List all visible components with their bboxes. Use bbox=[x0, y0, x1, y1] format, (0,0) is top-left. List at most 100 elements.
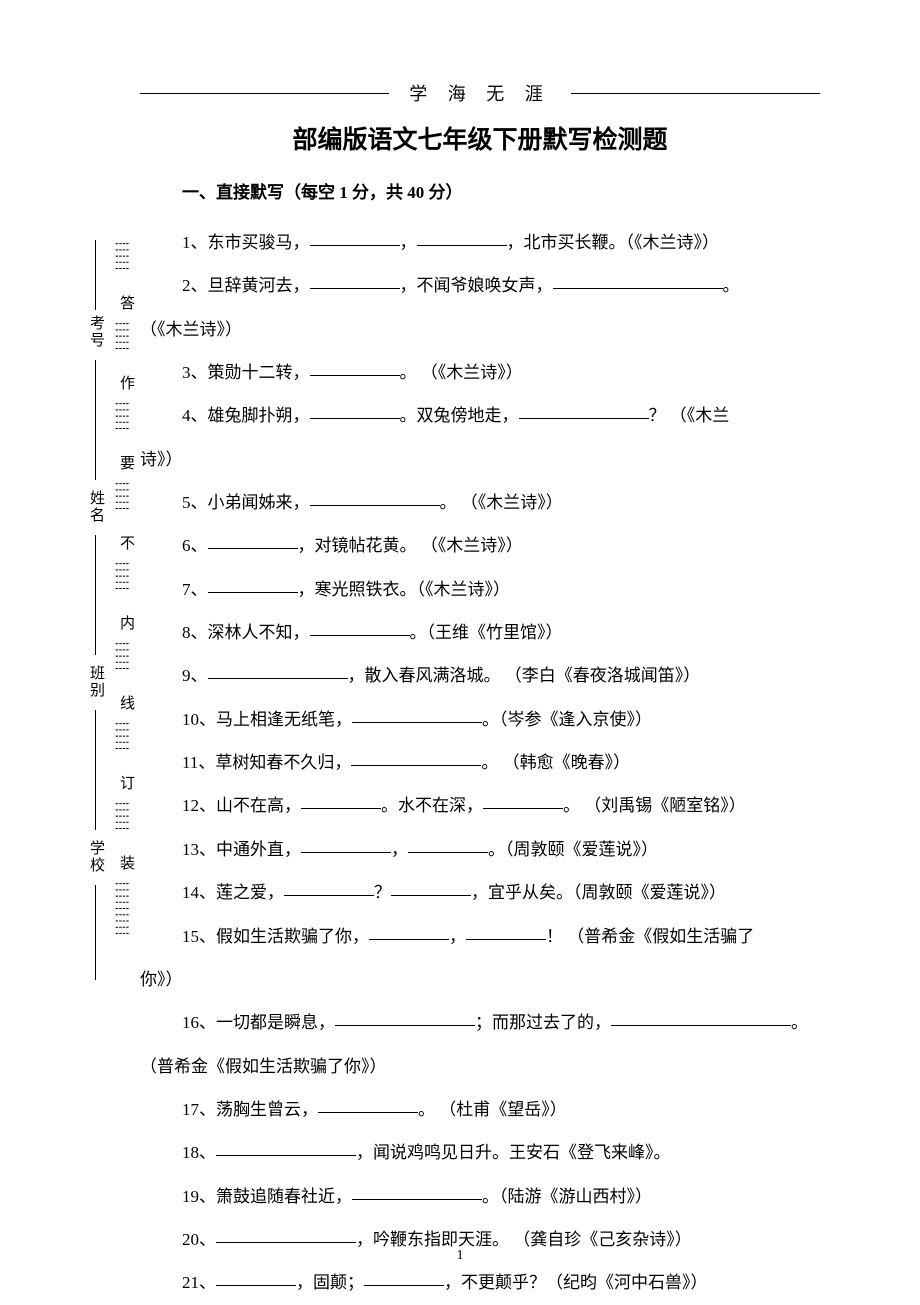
binding-label: 作 bbox=[116, 375, 137, 392]
question-4-wrap: 诗》） bbox=[140, 438, 820, 481]
question-8: 8、深林人不知， 。（王维《竹里馆》） bbox=[140, 611, 820, 654]
binding-underline bbox=[95, 885, 96, 980]
binding-label: 答 bbox=[116, 295, 137, 312]
q-text: 。 （刘禹锡《陋室铭》） bbox=[563, 796, 746, 815]
binding-underline bbox=[95, 710, 96, 830]
q-text: 21、 bbox=[182, 1273, 216, 1292]
q-text: 15、假如生活欺骗了你， bbox=[182, 927, 369, 946]
q-text: 18、 bbox=[182, 1143, 216, 1162]
blank bbox=[310, 358, 400, 376]
q-text: 14、莲之爱， bbox=[182, 883, 284, 902]
q-text: ，宜乎从矣。（周敦颐《爱莲说》） bbox=[471, 883, 726, 902]
question-7: 7、 ，寒光照铁衣。（《木兰诗》） bbox=[140, 568, 820, 611]
blank bbox=[310, 618, 410, 636]
blank bbox=[519, 401, 649, 419]
blank bbox=[208, 575, 298, 593]
q-text: 10、马上相逢无纸笔， bbox=[182, 710, 352, 729]
blank bbox=[611, 1008, 791, 1026]
blank bbox=[216, 1268, 296, 1286]
blank bbox=[369, 922, 449, 940]
q-text: 。双兔傍地走， bbox=[400, 406, 519, 425]
q-text: 。 bbox=[791, 1013, 808, 1032]
q-text: 。 （杜甫《望岳》） bbox=[418, 1100, 567, 1119]
dotted-segment: ┊┊┊┊┊ bbox=[116, 720, 128, 751]
binding-underline bbox=[95, 360, 96, 480]
blank bbox=[483, 791, 563, 809]
binding-label: 订 bbox=[116, 775, 137, 792]
q-text: ，寒光照铁衣。（《木兰诗》） bbox=[298, 580, 511, 599]
question-21: 21、，固颠；，不更颠乎？（纪昀《河中石兽》） bbox=[140, 1261, 820, 1304]
blank bbox=[216, 1225, 356, 1243]
q-text: 。 bbox=[723, 276, 740, 295]
blank bbox=[310, 488, 440, 506]
q-text: 。（周敦颐《爱莲说》） bbox=[488, 840, 658, 859]
q-text: ？ bbox=[374, 883, 391, 902]
question-16-wrap: （普希金《假如生活欺骗了你》） bbox=[140, 1045, 820, 1088]
header-line-right bbox=[571, 93, 820, 94]
q-text: 1、东市买骏马， bbox=[182, 233, 310, 252]
question-5: 5、小弟闻姊来，。 （《木兰诗》） bbox=[140, 481, 820, 524]
q-text: 6、 bbox=[182, 536, 208, 555]
binding-label: 要 bbox=[116, 455, 137, 472]
dotted-segment: ┊┊┊┊┊ bbox=[116, 560, 128, 591]
page-number: 1 bbox=[0, 1248, 920, 1264]
question-12: 12、山不在高， 。水不在深， 。 （刘禹锡《陋室铭》） bbox=[140, 784, 820, 827]
question-16: 16、一切都是瞬息，；而那过去了的，。 bbox=[140, 1001, 820, 1044]
question-15-wrap: 你》） bbox=[140, 958, 820, 1001]
blank bbox=[310, 228, 400, 246]
q-text: 。水不在深， bbox=[381, 796, 483, 815]
header-decoration: 学 海 无 涯 bbox=[140, 80, 820, 106]
q-text: ，不闻爷娘唤女声， bbox=[400, 276, 553, 295]
dotted-segment: ┊┊┊┊┊┊┊┊┊ bbox=[116, 880, 128, 936]
q-text: ！ （普希金《假如生活骗了 bbox=[546, 927, 754, 946]
question-6: 6、 ，对镜帖花黄。 （《木兰诗》） bbox=[140, 524, 820, 567]
question-3: 3、策勋十二转， 。 （《木兰诗》） bbox=[140, 351, 820, 394]
q-text: 7、 bbox=[182, 580, 208, 599]
q-text: 。 （《木兰诗》） bbox=[400, 363, 523, 382]
q-text: ， bbox=[449, 927, 466, 946]
q-text: 3、策勋十二转， bbox=[182, 363, 310, 382]
dotted-segment: ┊┊┊┊┊ bbox=[116, 400, 128, 431]
q-text: 19、箫鼓追随春社近， bbox=[182, 1187, 352, 1206]
question-13: 13、中通外直， ， 。（周敦颐《爱莲说》） bbox=[140, 828, 820, 871]
question-1: 1、东市买骏马， ， ，北市买长鞭。（《木兰诗》） bbox=[140, 221, 820, 264]
q-text: ，对镜帖花黄。 （《木兰诗》） bbox=[298, 536, 523, 555]
q-text: ，吟鞭东指即天涯。 （龚自珍《己亥杂诗》） bbox=[356, 1230, 692, 1249]
dotted-segment: ┊┊┊┊┊ bbox=[116, 320, 128, 351]
blank bbox=[351, 748, 481, 766]
binding-left-column: 考号 姓名 班别 学校 bbox=[86, 240, 106, 980]
q-text: ， bbox=[400, 233, 417, 252]
header-line-left bbox=[140, 93, 389, 94]
binding-underline bbox=[95, 535, 96, 655]
q-text: ？ （《木兰 bbox=[649, 406, 730, 425]
q-text: 。（陆游《游山西村》） bbox=[482, 1187, 652, 1206]
q-text: 12、山不在高， bbox=[182, 796, 301, 815]
blank bbox=[352, 1182, 482, 1200]
binding-label: 考号 bbox=[86, 315, 107, 349]
blank bbox=[216, 1138, 356, 1156]
question-18: 18、，闻说鸡鸣见日升。王安石《登飞来峰》。 bbox=[140, 1131, 820, 1174]
page-title: 部编版语文七年级下册默写检测题 bbox=[140, 120, 820, 156]
q-text: 13、中通外直， bbox=[182, 840, 301, 859]
blank bbox=[553, 271, 723, 289]
dotted-segment: ┊┊┊┊┊ bbox=[116, 640, 128, 671]
blank bbox=[352, 705, 482, 723]
blank bbox=[318, 1095, 418, 1113]
binding-label: 学校 bbox=[86, 840, 107, 874]
q-text: 11、草树知春不久归， bbox=[182, 753, 351, 772]
q-text: ，北市买长鞭。（《木兰诗》） bbox=[507, 233, 720, 252]
blank bbox=[466, 922, 546, 940]
dotted-segment: ┊┊┊┊┊ bbox=[116, 240, 128, 271]
q-text: ， bbox=[391, 840, 408, 859]
blank bbox=[284, 878, 374, 896]
question-2: 2、旦辞黄河去，，不闻爷娘唤女声，。 bbox=[140, 264, 820, 307]
blank bbox=[208, 661, 348, 679]
q-text: 。（王维《竹里馆》） bbox=[410, 623, 563, 642]
binding-label: 姓名 bbox=[86, 490, 107, 524]
q-text: ，固颠； bbox=[296, 1273, 364, 1292]
q-text: 4、雄兔脚扑朔， bbox=[182, 406, 310, 425]
q-text: 8、深林人不知， bbox=[182, 623, 310, 642]
header-motto: 学 海 无 涯 bbox=[389, 80, 571, 106]
question-4: 4、雄兔脚扑朔， 。双兔傍地走， ？ （《木兰 bbox=[140, 394, 820, 437]
question-11: 11、草树知春不久归，。 （韩愈《晚春》） bbox=[140, 741, 820, 784]
